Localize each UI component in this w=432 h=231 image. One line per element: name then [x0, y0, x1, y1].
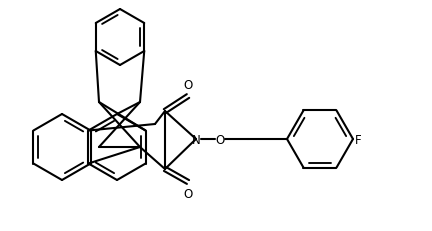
- Text: O: O: [183, 79, 193, 92]
- Text: O: O: [183, 187, 193, 200]
- Text: N: N: [192, 133, 200, 146]
- Text: F: F: [355, 133, 362, 146]
- Text: O: O: [216, 133, 225, 146]
